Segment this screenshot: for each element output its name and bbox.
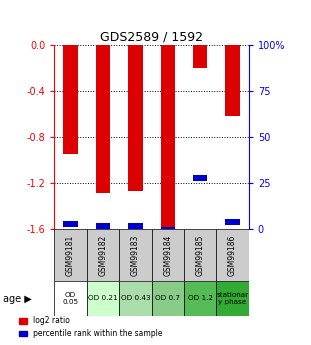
Bar [225, 45, 240, 116]
FancyBboxPatch shape [184, 229, 216, 281]
Text: OD 1.2: OD 1.2 [188, 295, 213, 302]
Title: GDS2589 / 1592: GDS2589 / 1592 [100, 31, 203, 44]
Text: GSM99185: GSM99185 [196, 235, 205, 276]
Bar [128, 223, 143, 229]
FancyBboxPatch shape [216, 229, 249, 281]
Text: OD 0.21: OD 0.21 [88, 295, 118, 302]
Text: GSM99182: GSM99182 [99, 235, 108, 276]
Bar [225, 219, 240, 225]
Legend: log2 ratio, percentile rank within the sample: log2 ratio, percentile rank within the s… [16, 313, 166, 341]
Bar [193, 175, 207, 181]
FancyBboxPatch shape [119, 229, 151, 281]
Text: stationar
y phase: stationar y phase [216, 292, 249, 305]
FancyBboxPatch shape [184, 281, 216, 316]
FancyBboxPatch shape [216, 281, 249, 316]
Bar [63, 221, 78, 227]
FancyBboxPatch shape [151, 229, 184, 281]
Text: OD
0.05: OD 0.05 [63, 292, 79, 305]
Bar [160, 227, 175, 232]
FancyBboxPatch shape [87, 229, 119, 281]
Text: GSM99181: GSM99181 [66, 235, 75, 276]
Text: OD 0.43: OD 0.43 [121, 295, 150, 302]
Text: age ▶: age ▶ [3, 295, 32, 304]
Text: GSM99184: GSM99184 [163, 235, 172, 276]
Bar [63, 45, 78, 155]
Bar [160, 45, 175, 227]
Text: OD 0.7: OD 0.7 [155, 295, 180, 302]
FancyBboxPatch shape [151, 281, 184, 316]
Text: GSM99183: GSM99183 [131, 235, 140, 276]
FancyBboxPatch shape [119, 281, 151, 316]
Bar [96, 45, 110, 193]
FancyBboxPatch shape [54, 281, 87, 316]
Bar [96, 223, 110, 229]
Bar [128, 45, 143, 191]
Bar [193, 45, 207, 68]
FancyBboxPatch shape [54, 229, 87, 281]
Text: GSM99186: GSM99186 [228, 235, 237, 276]
FancyBboxPatch shape [87, 281, 119, 316]
